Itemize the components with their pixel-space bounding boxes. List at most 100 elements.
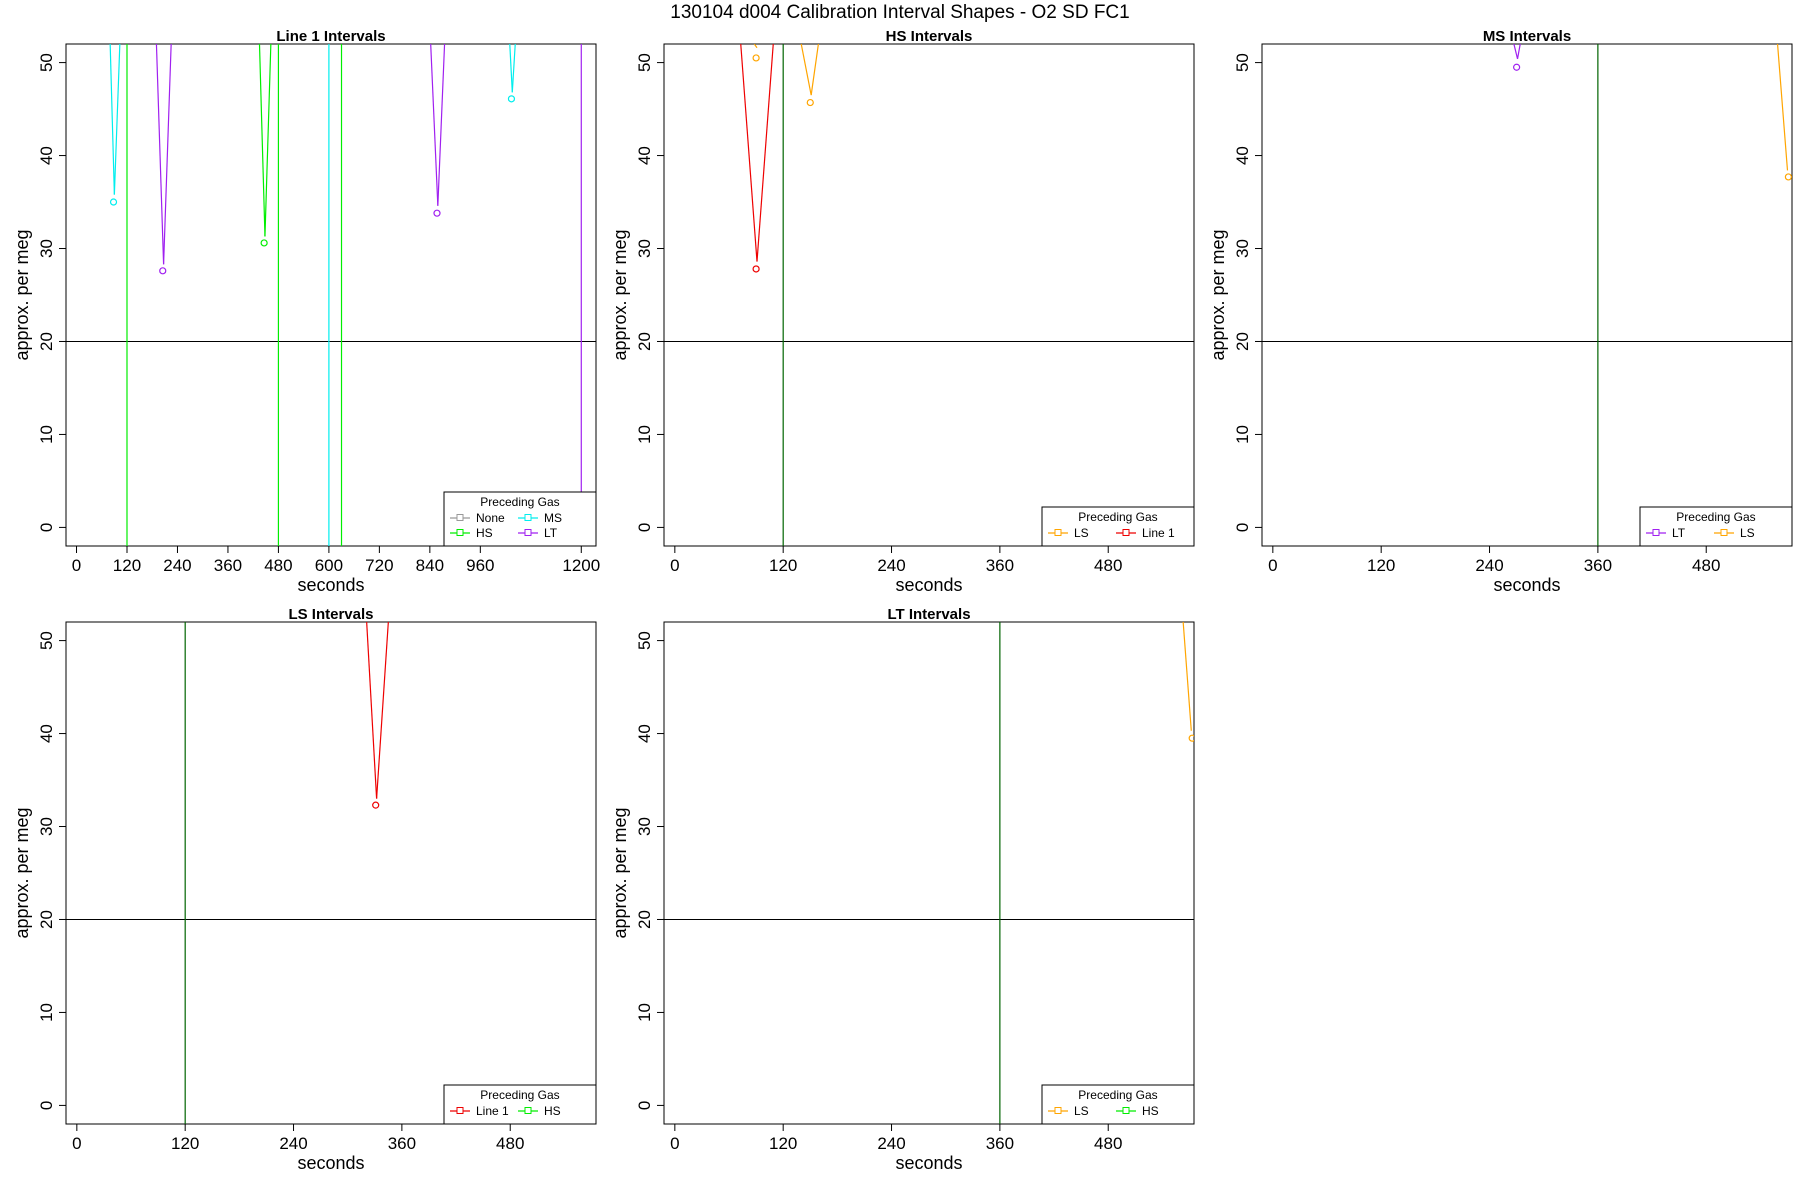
legend-box [443,1084,597,1125]
y-tick-label: 10 [1233,425,1252,444]
x-tick-label: 840 [416,556,444,575]
x-tick-label: 240 [877,1134,905,1153]
y-tick-label: 30 [37,239,56,258]
y-tick-label: 10 [37,1003,56,1022]
x-tick-label: 120 [171,1134,199,1153]
plot-area [664,622,1194,1124]
series-hs-point [260,239,268,247]
panel-lt-intervals: LT Intervals 0 120 240 360 480 seconds 0 10 20 30 4… [610,606,1195,1173]
x-tick-label: 240 [1475,556,1503,575]
series-ms-point [109,198,118,206]
panel-hs-intervals: HS Intervals 0 120 240 360 480 seconds 0 10 20 30 4… [610,28,1195,595]
series-ls-line [810,44,819,96]
figure-title: 130104 d004 Calibration Interval Shapes … [670,2,1130,23]
series-ls-point [1784,173,1792,181]
y-tick-label: 50 [635,53,654,72]
x-tick-label: 600 [315,556,343,575]
legend-title: Preceding Gas [480,495,559,509]
x-tick-label: 120 [769,556,797,575]
x-axis-label: seconds [1493,575,1560,595]
legend-title: Preceding Gas [480,1088,559,1102]
x-tick-label: 240 [163,556,191,575]
x-tick-label: 480 [496,1134,524,1153]
legend-entry-ls-marker [1720,529,1728,536]
x-tick-label: 240 [877,556,905,575]
y-tick-label: 50 [37,631,56,650]
legend-entry-ms-label: MS [544,511,562,525]
panel-line-1-intervals: Line 1 Intervals 0 120 240 360 480 600 720 840 96… [12,28,600,595]
panel-title: LS Intervals [288,606,373,623]
y-tick-label: 50 [635,631,654,650]
series-lt-point [159,267,167,275]
plot-frame [663,621,1195,1125]
series-lt-line [162,44,172,265]
legend-entry-hs-label: HS [476,526,493,540]
y-tick-label: 0 [1233,523,1252,532]
legend-entry-lt-label: LT [1672,526,1686,540]
x-axis-label: seconds [895,1153,962,1173]
y-tick-label: 30 [635,239,654,258]
series-ms-line [509,44,513,93]
x-tick-label: 360 [986,1134,1014,1153]
y-axis-label: approx. per meg [12,229,32,360]
plot-frame [663,43,1195,547]
x-tick-label: 120 [1367,556,1395,575]
y-tick-label: 10 [635,425,654,444]
x-axis-label: seconds [895,575,962,595]
y-tick-label: 30 [1233,239,1252,258]
x-tick-label: 360 [388,1134,416,1153]
legend-box [443,491,597,547]
y-tick-label: 30 [635,817,654,836]
series-ls-line [800,44,812,96]
legend-title: Preceding Gas [1078,510,1157,524]
legend-entry-ls-marker [1054,529,1062,536]
y-tick-label: 50 [37,53,56,72]
series-line-1-point [372,801,380,809]
legend-box [1639,506,1793,547]
series-line-1-line [375,622,389,799]
series-lt-line [437,44,446,206]
series-ls-line [1776,44,1789,171]
series-ms-line [511,44,516,93]
y-tick-label: 40 [37,146,56,165]
series-lt-line [430,44,439,206]
series-ls-point [752,54,760,62]
series-ls-line [753,44,758,49]
x-axis-label: seconds [297,575,364,595]
series-line-1-point [752,265,760,273]
panel-title: Line 1 Intervals [276,28,385,45]
x-tick-label: 120 [769,1134,797,1153]
y-axis-label: approx. per meg [12,807,32,938]
x-tick-label: 960 [466,556,494,575]
legend-entry-hs-marker [524,1107,532,1114]
series-lt-point [433,209,441,217]
legend-entry-line-1-marker [1122,529,1130,536]
legend: Preceding Gas LS Line 1 [1041,506,1195,547]
x-tick-label: 720 [365,556,393,575]
series-line-1-line [740,44,758,262]
legend-title: Preceding Gas [1078,1088,1157,1102]
series-hs-line [258,44,266,237]
plot-area [1262,44,1792,546]
legend-entry-ls-marker [1054,1107,1062,1114]
y-tick-label: 0 [635,1101,654,1110]
y-tick-label: 40 [635,146,654,165]
x-tick-label: 240 [279,1134,307,1153]
legend-entry-hs-label: HS [1142,1104,1159,1118]
x-tick-label: 0 [670,556,679,575]
legend: Preceding Gas Line 1 HS [443,1084,597,1125]
y-tick-label: 0 [37,523,56,532]
plot-area [664,44,1194,546]
x-tick-label: 120 [113,556,141,575]
x-tick-label: 480 [1094,1134,1122,1153]
plot-area [66,44,596,546]
series-ms-line [113,44,121,195]
legend-entry-line-1-label: Line 1 [476,1104,509,1118]
legend-entry-ls-label: LS [1740,526,1755,540]
y-axis-label: approx. per meg [610,229,630,360]
legend-entry-hs-label: HS [544,1104,561,1118]
legend-entry-ms-marker [524,514,532,521]
series-ls-line [1182,622,1192,731]
legend-entry-ls-label: LS [1074,1104,1089,1118]
